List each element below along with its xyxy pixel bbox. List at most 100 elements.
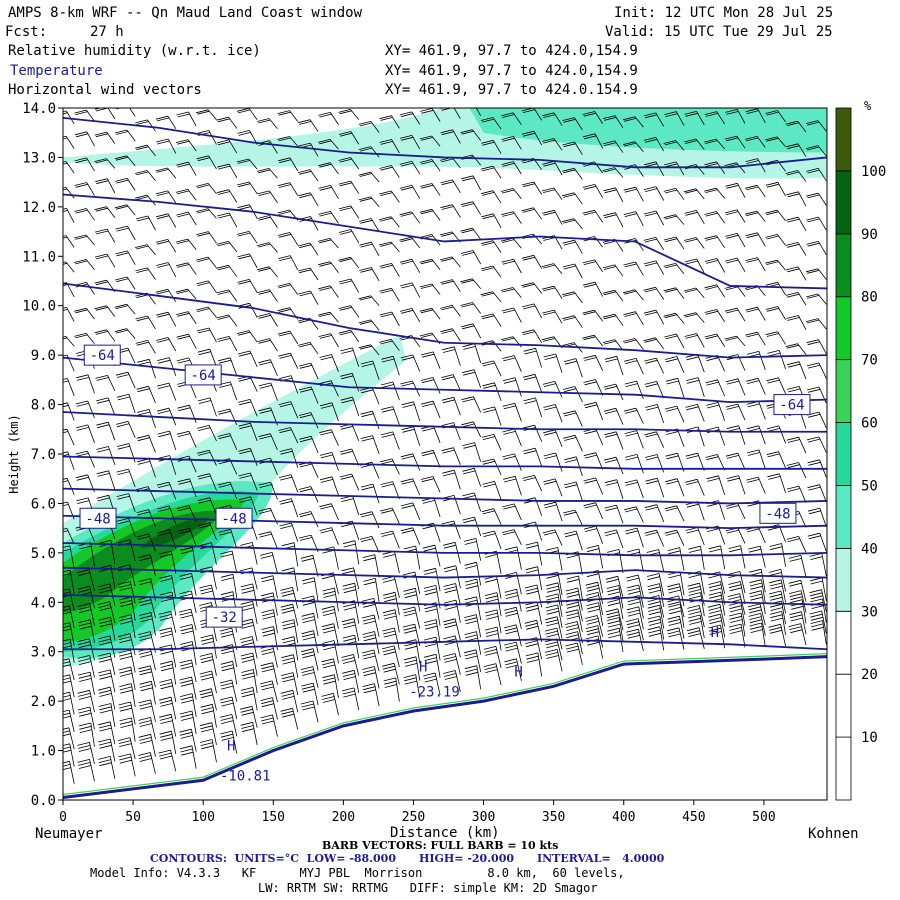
wind-barb (341, 567, 360, 590)
temp-label: -48 (221, 511, 246, 527)
wind-barb (704, 309, 726, 323)
wind-barb (744, 210, 766, 222)
wind-barb (643, 337, 665, 350)
wind-barb (321, 623, 339, 647)
wind-barb (786, 436, 807, 454)
wind-barb (359, 241, 380, 257)
wind-barb (606, 585, 624, 609)
wind-barb (77, 569, 95, 592)
y-tick-label: 0.0 (31, 793, 56, 809)
wind-barb (542, 160, 563, 176)
wind-barb (504, 658, 522, 681)
wind-barb (503, 377, 522, 397)
temperature-label-layer: -64 -64 -64 -48 -48 -48 -32 -23.19 -10.81 H H H H (79, 344, 811, 784)
wind-barb (501, 161, 522, 175)
wind-barb (298, 267, 319, 281)
wind-barb (319, 527, 339, 545)
isotherm-layer (63, 116, 827, 651)
wind-barb (278, 427, 299, 444)
wind-barb (805, 293, 827, 305)
wind-barb (765, 259, 786, 271)
wind-barb (419, 307, 441, 320)
wind-barb (241, 669, 258, 694)
wind-barb (239, 705, 258, 728)
wind-barb (524, 584, 543, 608)
wind-barb (464, 596, 482, 621)
wind-barb (220, 550, 238, 574)
wind-barb (482, 530, 502, 550)
y-tick-label: 3.0 (31, 645, 56, 661)
wind-barb (626, 584, 644, 608)
isotherm-line (63, 566, 827, 579)
wind-barb (603, 407, 624, 425)
wind-barb (684, 111, 705, 126)
colorbar-cell (835, 296, 852, 361)
wind-barb (116, 421, 136, 438)
wind-barb (196, 109, 217, 120)
wind-barb (626, 618, 644, 641)
wind-barb (358, 295, 380, 306)
wind-barb (318, 333, 339, 348)
valid-time: Valid: 15 UTC Tue 29 Jul 25 (605, 24, 833, 40)
wind-barb (542, 209, 563, 225)
wind-barb (729, 612, 746, 637)
wind-barb (340, 347, 360, 367)
wind-barb (176, 333, 197, 349)
wind-barb (442, 346, 461, 366)
wind-barb (805, 120, 827, 132)
wind-barb (806, 168, 827, 181)
wind-barb (156, 138, 177, 154)
wind-barb (586, 635, 604, 659)
wind-barb (542, 529, 563, 546)
wind-barb (786, 266, 807, 281)
wind-barb (75, 424, 95, 443)
field-wind-xy: XY= 461.9, 97.7 to 424.0.154.9 (385, 82, 638, 98)
wind-barb (379, 190, 400, 203)
wind-barb (358, 319, 380, 331)
wind-barb (687, 582, 705, 606)
wind-barb (159, 627, 177, 651)
wind-barb (683, 287, 705, 299)
wind-barb (765, 181, 786, 197)
wind-barb (74, 259, 95, 270)
wind-barb (258, 481, 278, 500)
wind-barb (135, 215, 156, 231)
wind-barb (806, 192, 827, 206)
wind-barb (360, 410, 380, 430)
wind-barb (338, 131, 360, 145)
wind-barb (136, 533, 156, 552)
wind-barb (261, 592, 278, 616)
wind-barb (379, 339, 400, 351)
wind-barb (419, 208, 441, 221)
wind-barb (399, 161, 421, 175)
wind-barb (586, 592, 604, 615)
wind-barb (481, 213, 502, 229)
wind-barb (485, 626, 502, 651)
wind-barb (525, 601, 543, 625)
y-tick-label: 5.0 (31, 546, 56, 562)
wind-barb (708, 545, 726, 570)
wind-barb (379, 165, 400, 178)
wind-barb (502, 402, 522, 422)
wind-barb (684, 210, 705, 225)
wind-barb (159, 696, 177, 720)
wind-barb (544, 638, 563, 661)
wind-barb (98, 669, 116, 693)
field-rh-name: Relative humidity (w.r.t. ice) (8, 43, 261, 59)
wind-barb (623, 338, 644, 350)
wind-barb (562, 117, 583, 131)
y-tick-label: 2.0 (31, 694, 56, 710)
wind-barb (419, 258, 441, 271)
wind-barb (464, 614, 482, 638)
wind-barb (116, 393, 136, 414)
wind-barb (604, 431, 624, 450)
temp-label: -10.81 (220, 768, 271, 784)
wind-barb (625, 527, 644, 548)
wind-barb (362, 683, 380, 706)
wind-barb (63, 428, 75, 446)
wind-barb (257, 266, 278, 278)
wind-barb (747, 449, 766, 469)
wind-barb (74, 234, 95, 246)
wind-barb (423, 567, 441, 592)
wind-barb (260, 575, 278, 599)
